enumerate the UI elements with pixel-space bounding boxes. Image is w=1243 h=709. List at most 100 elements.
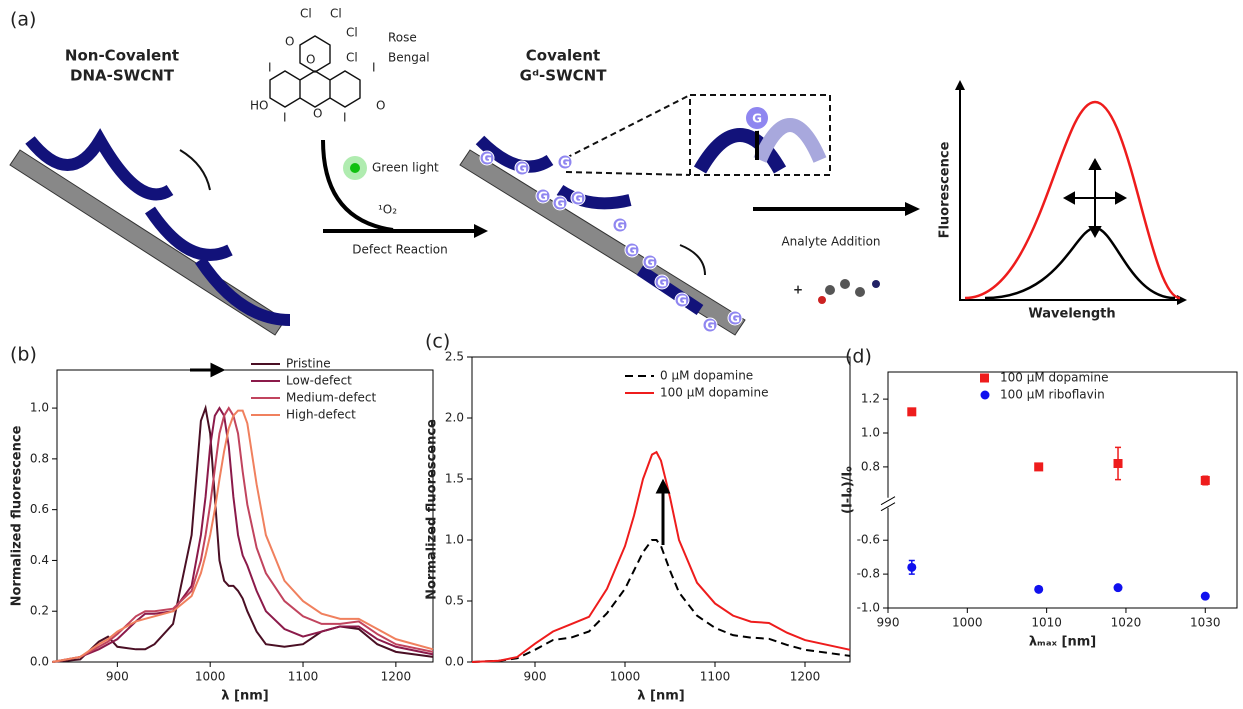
nucleotide-badge <box>642 254 658 270</box>
atom: I <box>343 111 347 125</box>
oxygen: ¹O₂ <box>378 203 397 217</box>
molecule <box>269 35 361 108</box>
y-tick-label: 0.0 <box>30 655 49 669</box>
atom: O <box>376 99 385 113</box>
y-tick-label: 1.0 <box>861 426 880 440</box>
legend-swatch <box>980 390 990 400</box>
title: Non-Covalent <box>65 47 179 65</box>
atom: I <box>268 61 272 75</box>
nucleotide-badge <box>479 150 495 166</box>
y-tick-label: 0.6 <box>30 502 49 516</box>
legend-label: Low-defect <box>286 374 352 388</box>
nucleotide-badge <box>535 188 551 204</box>
increase-arrow <box>655 478 671 545</box>
atom: I <box>372 61 376 75</box>
nucleotide-label: G <box>677 294 687 308</box>
nucleotide-label: G <box>705 319 715 333</box>
x-tick-label: 1000 <box>610 670 641 684</box>
atom: HO <box>250 99 268 113</box>
nucleotide-badge <box>702 317 718 333</box>
nanotube <box>9 128 291 336</box>
y-tick-label: 1.0 <box>445 533 464 547</box>
nucleotide-label: G <box>752 112 762 126</box>
x-tick-label: 1010 <box>1031 616 1062 630</box>
y-axis-title: (I-I₀)/I₀ <box>841 466 856 514</box>
nucleotide-badge <box>570 190 586 206</box>
x-tick-label: 1100 <box>700 670 731 684</box>
step-label: Analyte Addition <box>781 235 880 249</box>
atom: O <box>285 35 294 49</box>
y-tick-label: 1.5 <box>445 472 464 486</box>
nucleotide-label: G <box>573 192 583 206</box>
legend-label: 100 µM dopamine <box>660 386 768 400</box>
panel-label: (d) <box>845 346 872 368</box>
x-axis-title: λₘₐₓ [nm] <box>1029 635 1096 650</box>
nucleotide-badge <box>674 292 690 308</box>
title: Gᵈ-SWCNT <box>520 67 608 85</box>
y-axis-title: Normalized fluorescence <box>425 419 440 600</box>
x-tick-label: 1000 <box>952 616 983 630</box>
y-tick-label: -0.6 <box>857 533 880 547</box>
atom: I <box>283 111 287 125</box>
x-tick-label: 1020 <box>1111 616 1142 630</box>
nucleotide-label: G <box>560 156 570 170</box>
y-tick-label: 0.5 <box>445 594 464 608</box>
y-tick-label: -1.0 <box>857 601 880 615</box>
nucleotide-badge <box>612 217 628 233</box>
x-tick-label: 1000 <box>195 670 226 684</box>
arrowhead <box>474 224 488 238</box>
series-line <box>471 539 851 663</box>
y-tick-label: 1.0 <box>30 401 49 415</box>
panel-label: (b) <box>10 344 37 366</box>
atom: Cl <box>346 26 358 40</box>
y-tick-label: 2.5 <box>445 350 464 364</box>
reagent: Rose <box>388 31 417 45</box>
axis-break <box>882 497 894 508</box>
y-tick-label: 0.8 <box>861 459 880 473</box>
nucleotide-label: G <box>482 152 492 166</box>
nucleotide-label: G <box>627 244 637 258</box>
nucleotide-badge <box>624 242 640 258</box>
nucleotide-label: G <box>517 162 527 176</box>
schematic-axes <box>959 82 1185 301</box>
x-tick-label: 990 <box>877 616 900 630</box>
atom: Cl <box>330 7 342 21</box>
panel-label: (c) <box>425 331 450 353</box>
series-line <box>52 406 434 663</box>
marker <box>907 562 917 572</box>
panel-label: (a) <box>10 9 36 31</box>
plus: + <box>793 283 803 297</box>
y-tick-label: 0.2 <box>30 604 49 618</box>
x-tick-label: 1100 <box>288 670 319 684</box>
nucleotide-badge <box>557 154 573 170</box>
nucleotide-badge <box>727 310 743 326</box>
nucleotide-badge <box>552 195 568 211</box>
marker <box>1200 591 1210 601</box>
y-tick-label: 0.0 <box>445 655 464 669</box>
x-tick-label: 1200 <box>790 670 821 684</box>
shift-arrow <box>190 362 226 378</box>
axis-arrows <box>955 80 1187 305</box>
reagent: Bengal <box>388 51 430 65</box>
atom: O <box>313 107 322 121</box>
nucleotide-badge <box>514 160 530 176</box>
zoom-line <box>565 171 691 176</box>
legend-swatch <box>980 373 989 383</box>
zoom-strand <box>753 118 827 163</box>
light-label: Green light <box>372 161 439 175</box>
x-tick-label: 1200 <box>381 670 412 684</box>
plot-frame <box>471 356 851 663</box>
nucleotide-badge <box>654 274 670 290</box>
legend-label: 100 µM riboflavin <box>1000 388 1105 402</box>
series-line <box>52 409 434 663</box>
plot-frame <box>887 371 1238 609</box>
y-tick-label: 2.0 <box>445 411 464 425</box>
marker <box>1034 462 1044 472</box>
atom: Cl <box>346 51 358 65</box>
marker <box>1113 459 1123 469</box>
series-line <box>52 404 434 663</box>
legend-label: 100 µM dopamine <box>1000 371 1108 385</box>
marker <box>1200 475 1210 485</box>
